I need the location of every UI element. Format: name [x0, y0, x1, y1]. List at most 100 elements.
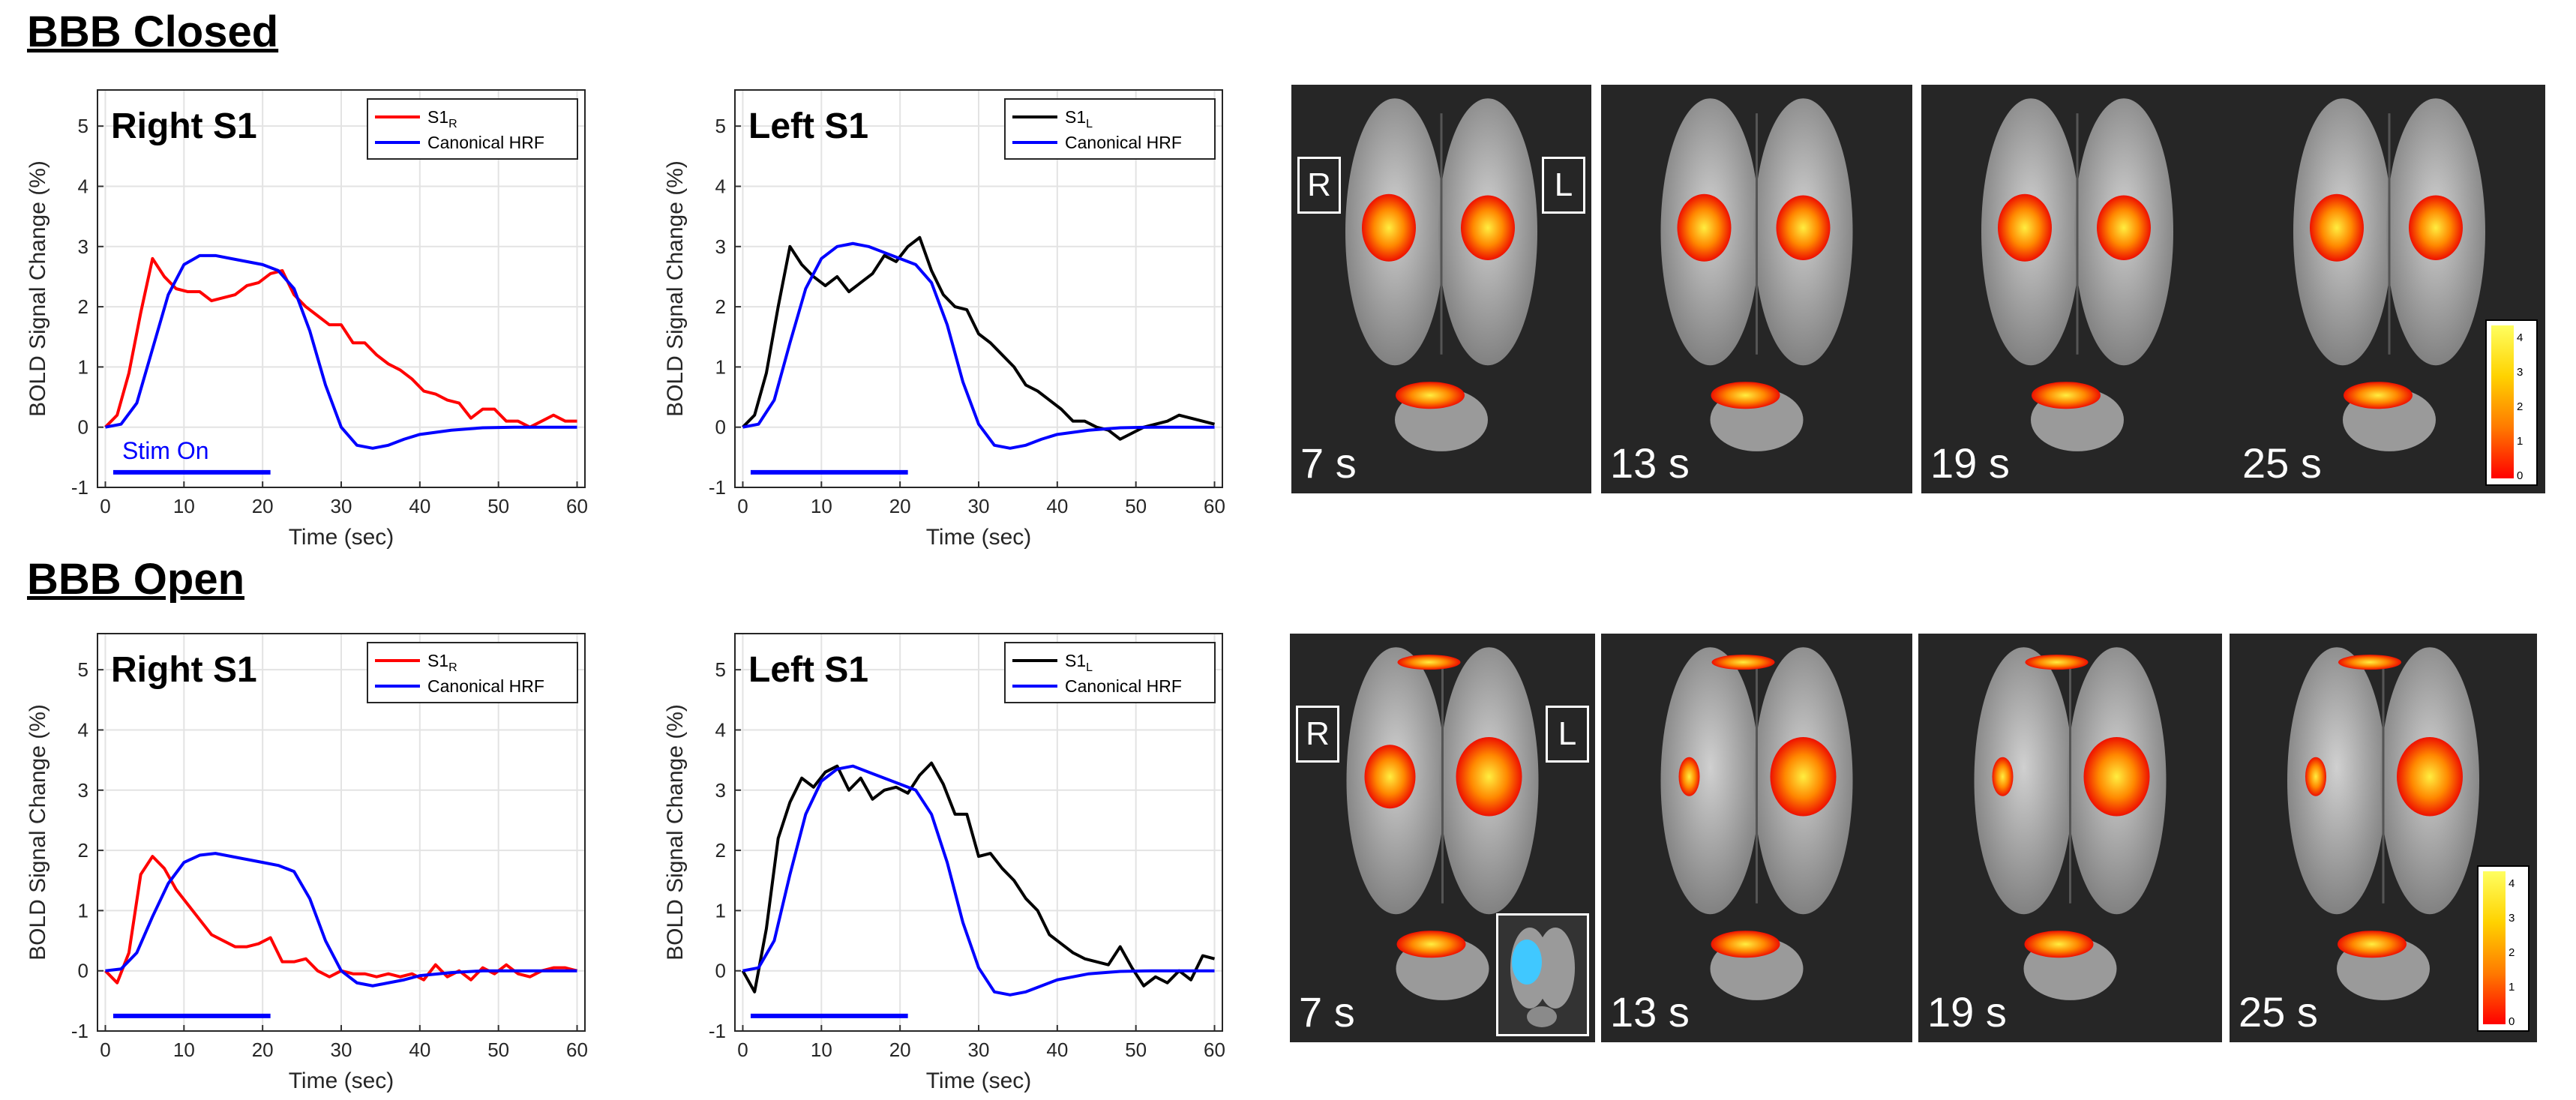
y-tick-label: 0 [78, 960, 88, 982]
y-tick-label: 4 [715, 175, 726, 197]
y-tick-label: 2 [715, 295, 726, 318]
y-tick-label: 1 [715, 899, 726, 922]
activation-right-s1 [2310, 193, 2364, 262]
legend-box [367, 98, 578, 160]
colorbar-tick: 3 [2517, 366, 2524, 379]
x-tick-label: 40 [409, 495, 430, 517]
colorbar-tick: 0 [2517, 469, 2524, 482]
time-label: 25 s [2239, 988, 2318, 1036]
inset-cerebellum [1527, 1006, 1557, 1027]
brain-image [1981, 98, 2173, 451]
chart-open-left-s1: 0 10 20 30 40 50 60 -1 0 1 2 3 4 5 Left S1 S1LCanonical… [663, 633, 1225, 1093]
time-label: 7 s [1299, 988, 1355, 1036]
y-tick-label: 3 [715, 235, 726, 258]
panel-label: Right S1 [111, 106, 257, 146]
colorbar-tick: 2 [2517, 400, 2524, 413]
colorbar-tick: 1 [2517, 435, 2524, 448]
x-tick-label: 10 [811, 495, 832, 517]
colorbar-gradient [2483, 871, 2506, 1024]
activation-right-s1 [1992, 757, 2014, 796]
legend-box [367, 642, 578, 703]
legend-entry: Canonical HRF [427, 676, 544, 696]
x-axis-label: Time (sec) [926, 1069, 1032, 1093]
series-line-measured [742, 235, 1216, 441]
chart-closed-right-s1: 0 10 20 30 40 50 60 -1 0 1 2 3 4 5 Stim On Right S1 S1RC… [25, 89, 588, 550]
y-tick-label: 4 [78, 175, 88, 197]
time-label: 19 s [1927, 988, 2007, 1036]
time-label: 7 s [1300, 439, 1357, 487]
heading-bbb-open: BBB Open [27, 555, 244, 604]
time-label: 25 s [2242, 439, 2322, 487]
activation-cerebellum [2338, 931, 2407, 958]
bbb-opening-inset [1496, 913, 1589, 1036]
panel-label: Left S1 [748, 106, 868, 146]
y-tick-label: -1 [709, 476, 726, 499]
activation-left-s1 [2409, 195, 2463, 260]
orientation-label-right: R [1296, 706, 1339, 763]
series-line-canonical-hrf [105, 253, 577, 450]
time-label: 19 s [1930, 439, 2010, 487]
x-tick-label: 0 [100, 495, 110, 517]
x-tick-label: 60 [1204, 1039, 1225, 1061]
activation-right-s1 [1678, 757, 1700, 796]
y-tick-label: 1 [78, 899, 88, 922]
x-tick-label: 10 [811, 1039, 832, 1061]
y-tick-label: -1 [71, 476, 88, 499]
brain-image [1660, 98, 1853, 451]
x-tick-label: 40 [409, 1039, 430, 1061]
inset-image [1510, 928, 1575, 1027]
activation-frontal [1397, 655, 1461, 670]
y-tick-label: 2 [715, 839, 726, 862]
x-tick-label: 0 [737, 495, 748, 517]
plot-frame [97, 89, 586, 488]
brain-panel-closed-3: 19 s [1921, 85, 2233, 493]
left-hemisphere [1974, 647, 2074, 915]
y-tick-label: 5 [715, 658, 726, 681]
legend-box [1004, 642, 1216, 703]
x-tick-label: 40 [1046, 495, 1068, 517]
y-tick-label: 0 [715, 960, 726, 982]
x-tick-label: 20 [252, 1039, 274, 1061]
activation-left-s1 [2083, 736, 2150, 817]
activation-left-s1 [2397, 736, 2463, 817]
legend-entry: Canonical HRF [427, 133, 544, 152]
y-tick-label: 4 [78, 718, 88, 741]
x-tick-label: 50 [487, 1039, 509, 1061]
activation-frontal [2338, 655, 2401, 670]
activation-cerebellum [2032, 382, 2101, 409]
x-tick-label: 10 [173, 495, 195, 517]
brain-panel-open-4: 25 s 4 3 2 1 0 [2230, 634, 2537, 1042]
activation-frontal [1711, 655, 1775, 670]
brain-image [2293, 98, 2485, 451]
colorbar-tick: 0 [2509, 1015, 2515, 1028]
colorbar-gradient [2491, 325, 2514, 478]
brain-image [1346, 647, 1539, 1000]
y-tick-label: 2 [78, 295, 88, 318]
y-tick-label: 5 [78, 115, 88, 137]
series-line-canonical-hrf [742, 241, 1215, 450]
plot-frame [734, 89, 1223, 488]
activation-right-s1 [1362, 193, 1416, 262]
brain-image [2287, 647, 2479, 1000]
y-tick-label: 3 [715, 779, 726, 802]
inset-hemisphere-left [1536, 928, 1575, 1009]
activation-cerebellum [2024, 931, 2094, 958]
y-tick-label: -1 [71, 1020, 88, 1042]
brain-image [1660, 647, 1853, 1000]
x-tick-label: 10 [173, 1039, 195, 1061]
y-tick-label: 1 [78, 355, 88, 378]
brain-image [1345, 98, 1537, 451]
x-tick-label: 60 [1204, 495, 1225, 517]
colorbar-tick: 4 [2509, 877, 2515, 890]
y-tick-label: 4 [715, 718, 726, 741]
legend-entry: Canonical HRF [1065, 133, 1182, 152]
colorbar: 4 3 2 1 0 [2477, 865, 2530, 1032]
activation-left-s1 [1770, 736, 1837, 817]
time-label: 13 s [1610, 439, 1690, 487]
x-tick-label: 30 [331, 1039, 352, 1061]
colorbar: 4 3 2 1 0 [2485, 319, 2538, 486]
series-line-canonical-hrf [105, 852, 577, 988]
activation-frontal [2025, 655, 2089, 670]
activation-right-s1 [2305, 757, 2326, 796]
